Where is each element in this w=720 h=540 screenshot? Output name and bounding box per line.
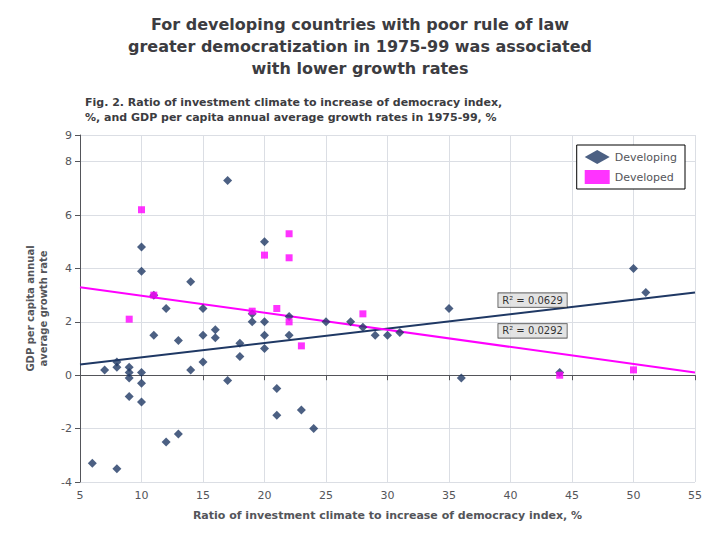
svg-text:10: 10 bbox=[135, 489, 149, 502]
svg-text:6: 6 bbox=[65, 209, 72, 222]
svg-text:5: 5 bbox=[77, 489, 84, 502]
svg-text:Developing: Developing bbox=[615, 151, 677, 164]
svg-text:Developed: Developed bbox=[615, 171, 674, 184]
svg-text:45: 45 bbox=[565, 489, 579, 502]
svg-text:50: 50 bbox=[627, 489, 641, 502]
svg-text:35: 35 bbox=[442, 489, 456, 502]
svg-text:15: 15 bbox=[196, 489, 210, 502]
svg-text:For developing countries with: For developing countries with poor rule … bbox=[151, 15, 569, 34]
svg-text:R² = 0.0292: R² = 0.0292 bbox=[502, 325, 563, 336]
svg-text:40: 40 bbox=[504, 489, 518, 502]
svg-text:-4: -4 bbox=[61, 476, 72, 489]
svg-text:2: 2 bbox=[65, 315, 72, 328]
svg-text:GDP per capita annual: GDP per capita annual bbox=[25, 245, 36, 371]
svg-text:greater democratization in 197: greater democratization in 1975-99 was a… bbox=[128, 37, 592, 56]
svg-text:with lower growth rates: with lower growth rates bbox=[252, 59, 469, 78]
svg-text:25: 25 bbox=[319, 489, 333, 502]
svg-text:20: 20 bbox=[258, 489, 272, 502]
svg-text:R² = 0.0629: R² = 0.0629 bbox=[502, 295, 563, 306]
svg-text:4: 4 bbox=[65, 262, 72, 275]
svg-text:Ratio of investment climate to: Ratio of investment climate to increase … bbox=[193, 509, 582, 522]
svg-text:%, and GDP per capita annual a: %, and GDP per capita annual average gro… bbox=[85, 111, 497, 124]
svg-text:8: 8 bbox=[65, 155, 72, 168]
svg-text:-2: -2 bbox=[61, 422, 72, 435]
svg-text:0: 0 bbox=[65, 369, 72, 382]
svg-text:Fig. 2. Ratio of investment cl: Fig. 2. Ratio of investment climate to i… bbox=[85, 96, 502, 109]
svg-text:9: 9 bbox=[65, 129, 72, 142]
svg-text:average growth rate: average growth rate bbox=[38, 250, 49, 366]
svg-text:55: 55 bbox=[688, 489, 702, 502]
svg-text:30: 30 bbox=[381, 489, 395, 502]
